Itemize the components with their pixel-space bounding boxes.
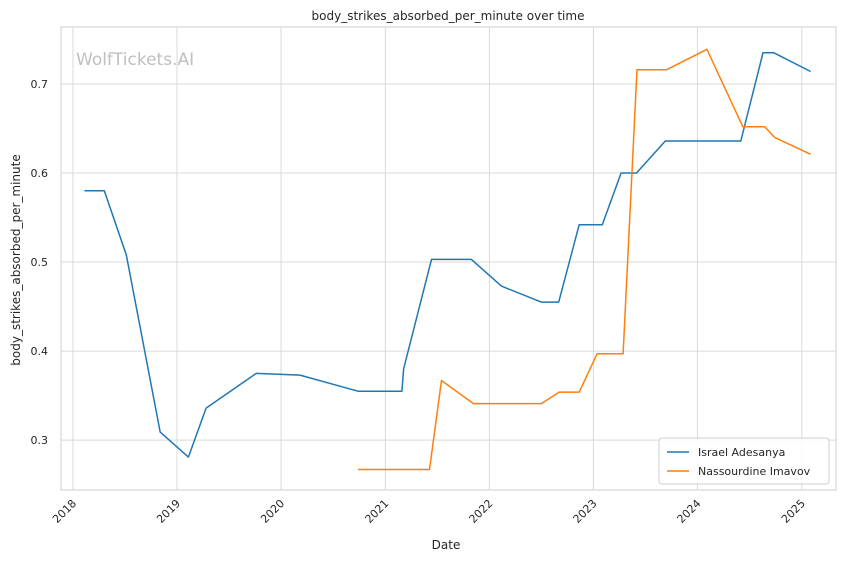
series-line-nassourdine-imavov <box>358 48 811 471</box>
x-tick-label: 2021 <box>362 497 391 526</box>
x-axis-label: Date <box>432 538 461 552</box>
y-axis-label: body_strikes_absorbed_per_minute <box>9 154 23 365</box>
x-tick-label: 2024 <box>675 497 704 526</box>
x-tick-label: 2019 <box>154 497 183 526</box>
y-tick-label: 0.3 <box>31 434 49 447</box>
y-tick-label: 0.5 <box>31 256 49 269</box>
x-tick-label: 2023 <box>571 497 600 526</box>
grid-lines <box>61 27 836 490</box>
x-tick-label: 2018 <box>50 497 79 526</box>
legend-label-nassourdine-imavov: Nassourdine Imavov <box>698 465 811 478</box>
chart-title: body_strikes_absorbed_per_minute over ti… <box>312 9 585 23</box>
y-tick-label: 0.4 <box>31 345 49 358</box>
legend: Israel Adesanya Nassourdine Imavov <box>658 437 830 485</box>
x-tick-label: 2020 <box>258 497 287 526</box>
plot-area <box>60 26 837 491</box>
x-tick-label: 2025 <box>779 497 808 526</box>
y-tick-label: 0.6 <box>31 167 49 180</box>
legend-box <box>658 437 830 485</box>
watermark-text: WolfTickets.AI <box>76 50 194 70</box>
series-layer <box>84 48 811 471</box>
legend-label-israel-adesanya: Israel Adesanya <box>698 446 785 459</box>
series-line-israel-adesanya <box>84 52 811 458</box>
x-tick-label: 2022 <box>467 497 496 526</box>
y-tick-label: 0.7 <box>31 78 49 91</box>
